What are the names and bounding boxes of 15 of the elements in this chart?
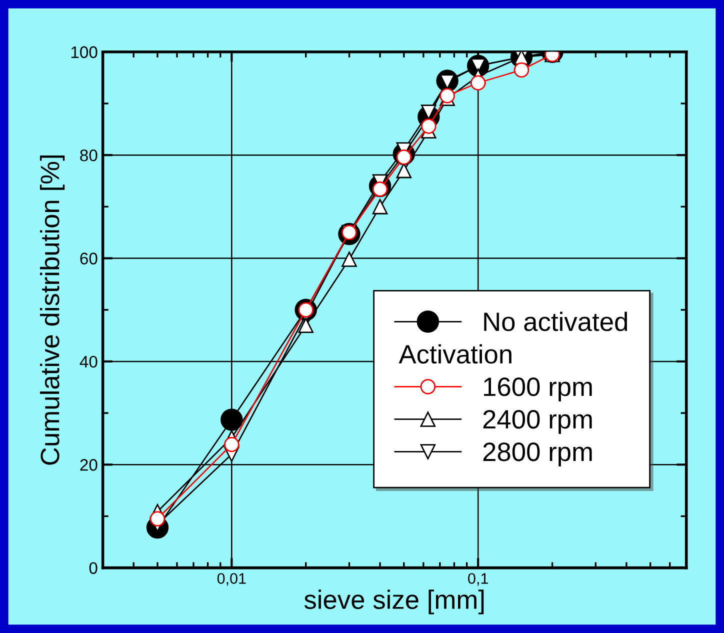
legend-label: 2800 rpm xyxy=(483,442,592,466)
legend-title: Activation xyxy=(398,344,512,364)
y-tick-label: 0 xyxy=(89,562,98,574)
x-axis-title: sieve size [mm] xyxy=(304,590,484,614)
y-tick-label: 100 xyxy=(71,46,98,58)
legend-label: 1600 rpm xyxy=(484,377,592,402)
legend-label: 2400 rpm xyxy=(483,410,592,434)
y-tick-label: 20 xyxy=(80,459,98,471)
y-tick-label: 80 xyxy=(80,149,98,162)
x-tick-label: 0,1 xyxy=(468,573,488,586)
y-tick-label: 40 xyxy=(80,356,98,368)
x-tick-label: 0,01 xyxy=(217,573,246,586)
y-axis-title: Cumulative distribution [%] xyxy=(40,156,65,465)
y-tick-label: 60 xyxy=(80,252,98,264)
legend-label: No activated xyxy=(484,312,628,332)
